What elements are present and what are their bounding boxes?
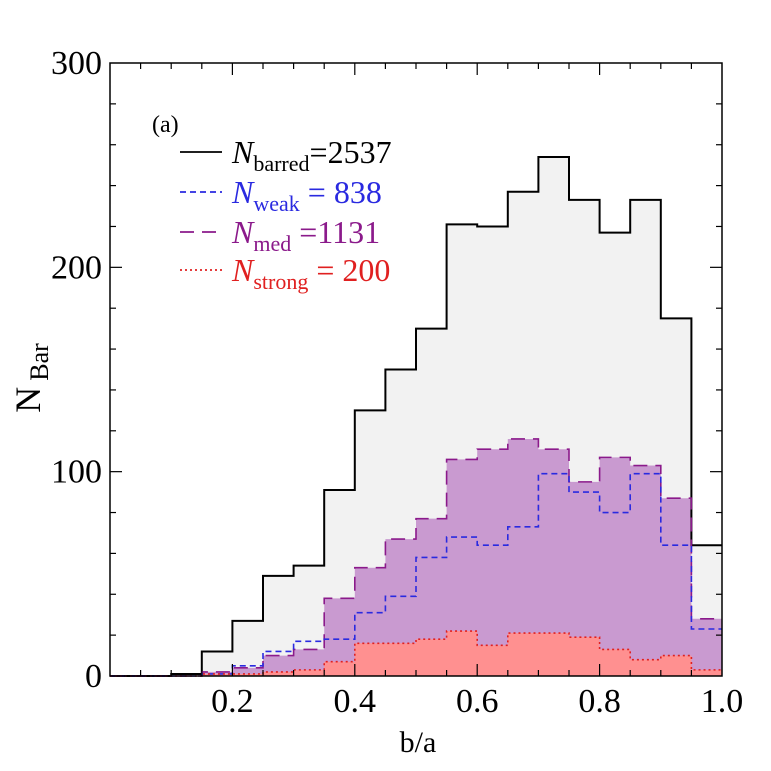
histogram-outlines xyxy=(110,155,722,677)
panel-label: (a) xyxy=(152,112,179,138)
histogram-fill-strong xyxy=(110,631,722,676)
x-tick-label: 0.2 xyxy=(211,683,254,720)
axis-tick-labels: 0.2 0.4 0.6 0.8 1.0 0 100 200 300 xyxy=(51,45,743,720)
x-axis-label: b/a xyxy=(400,726,437,759)
axis-ticks xyxy=(110,63,722,676)
legend-item-barred: Nbarred=2537 xyxy=(180,134,392,176)
legend-item-strong: Nstrong = 200 xyxy=(180,252,390,294)
svg-text:NBar: N Bar xyxy=(8,343,54,413)
histogram-outline-strong xyxy=(110,630,722,677)
x-tick-label: 0.4 xyxy=(334,683,377,720)
legend-label-weak: Nweak = 838 xyxy=(231,174,382,216)
y-tick-label: 300 xyxy=(51,45,102,82)
y-axis-label-sub: Bar xyxy=(25,343,54,381)
x-tick-label: 0.6 xyxy=(456,683,499,720)
y-tick-label: 100 xyxy=(51,454,102,491)
legend-label-med: Nmed =1131 xyxy=(231,214,380,256)
y-axis-label-main: N xyxy=(8,387,48,413)
y-tick-label: 200 xyxy=(51,249,102,286)
legend-item-weak: Nweak = 838 xyxy=(180,174,382,216)
legend-label-strong: Nstrong = 200 xyxy=(231,252,390,294)
y-axis-label: N Bar xyxy=(8,343,54,413)
histogram-outline-barred xyxy=(110,155,722,677)
histogram-outline-med xyxy=(110,438,722,677)
histogram-fills xyxy=(110,156,722,676)
histogram-outline-weak xyxy=(110,472,722,677)
y-tick-label: 0 xyxy=(85,658,102,695)
x-tick-label: 0.8 xyxy=(578,683,621,720)
x-tick-label: 1.0 xyxy=(701,683,744,720)
legend-label-barred: Nbarred=2537 xyxy=(231,134,392,176)
legend-item-med: Nmed =1131 xyxy=(180,214,380,256)
